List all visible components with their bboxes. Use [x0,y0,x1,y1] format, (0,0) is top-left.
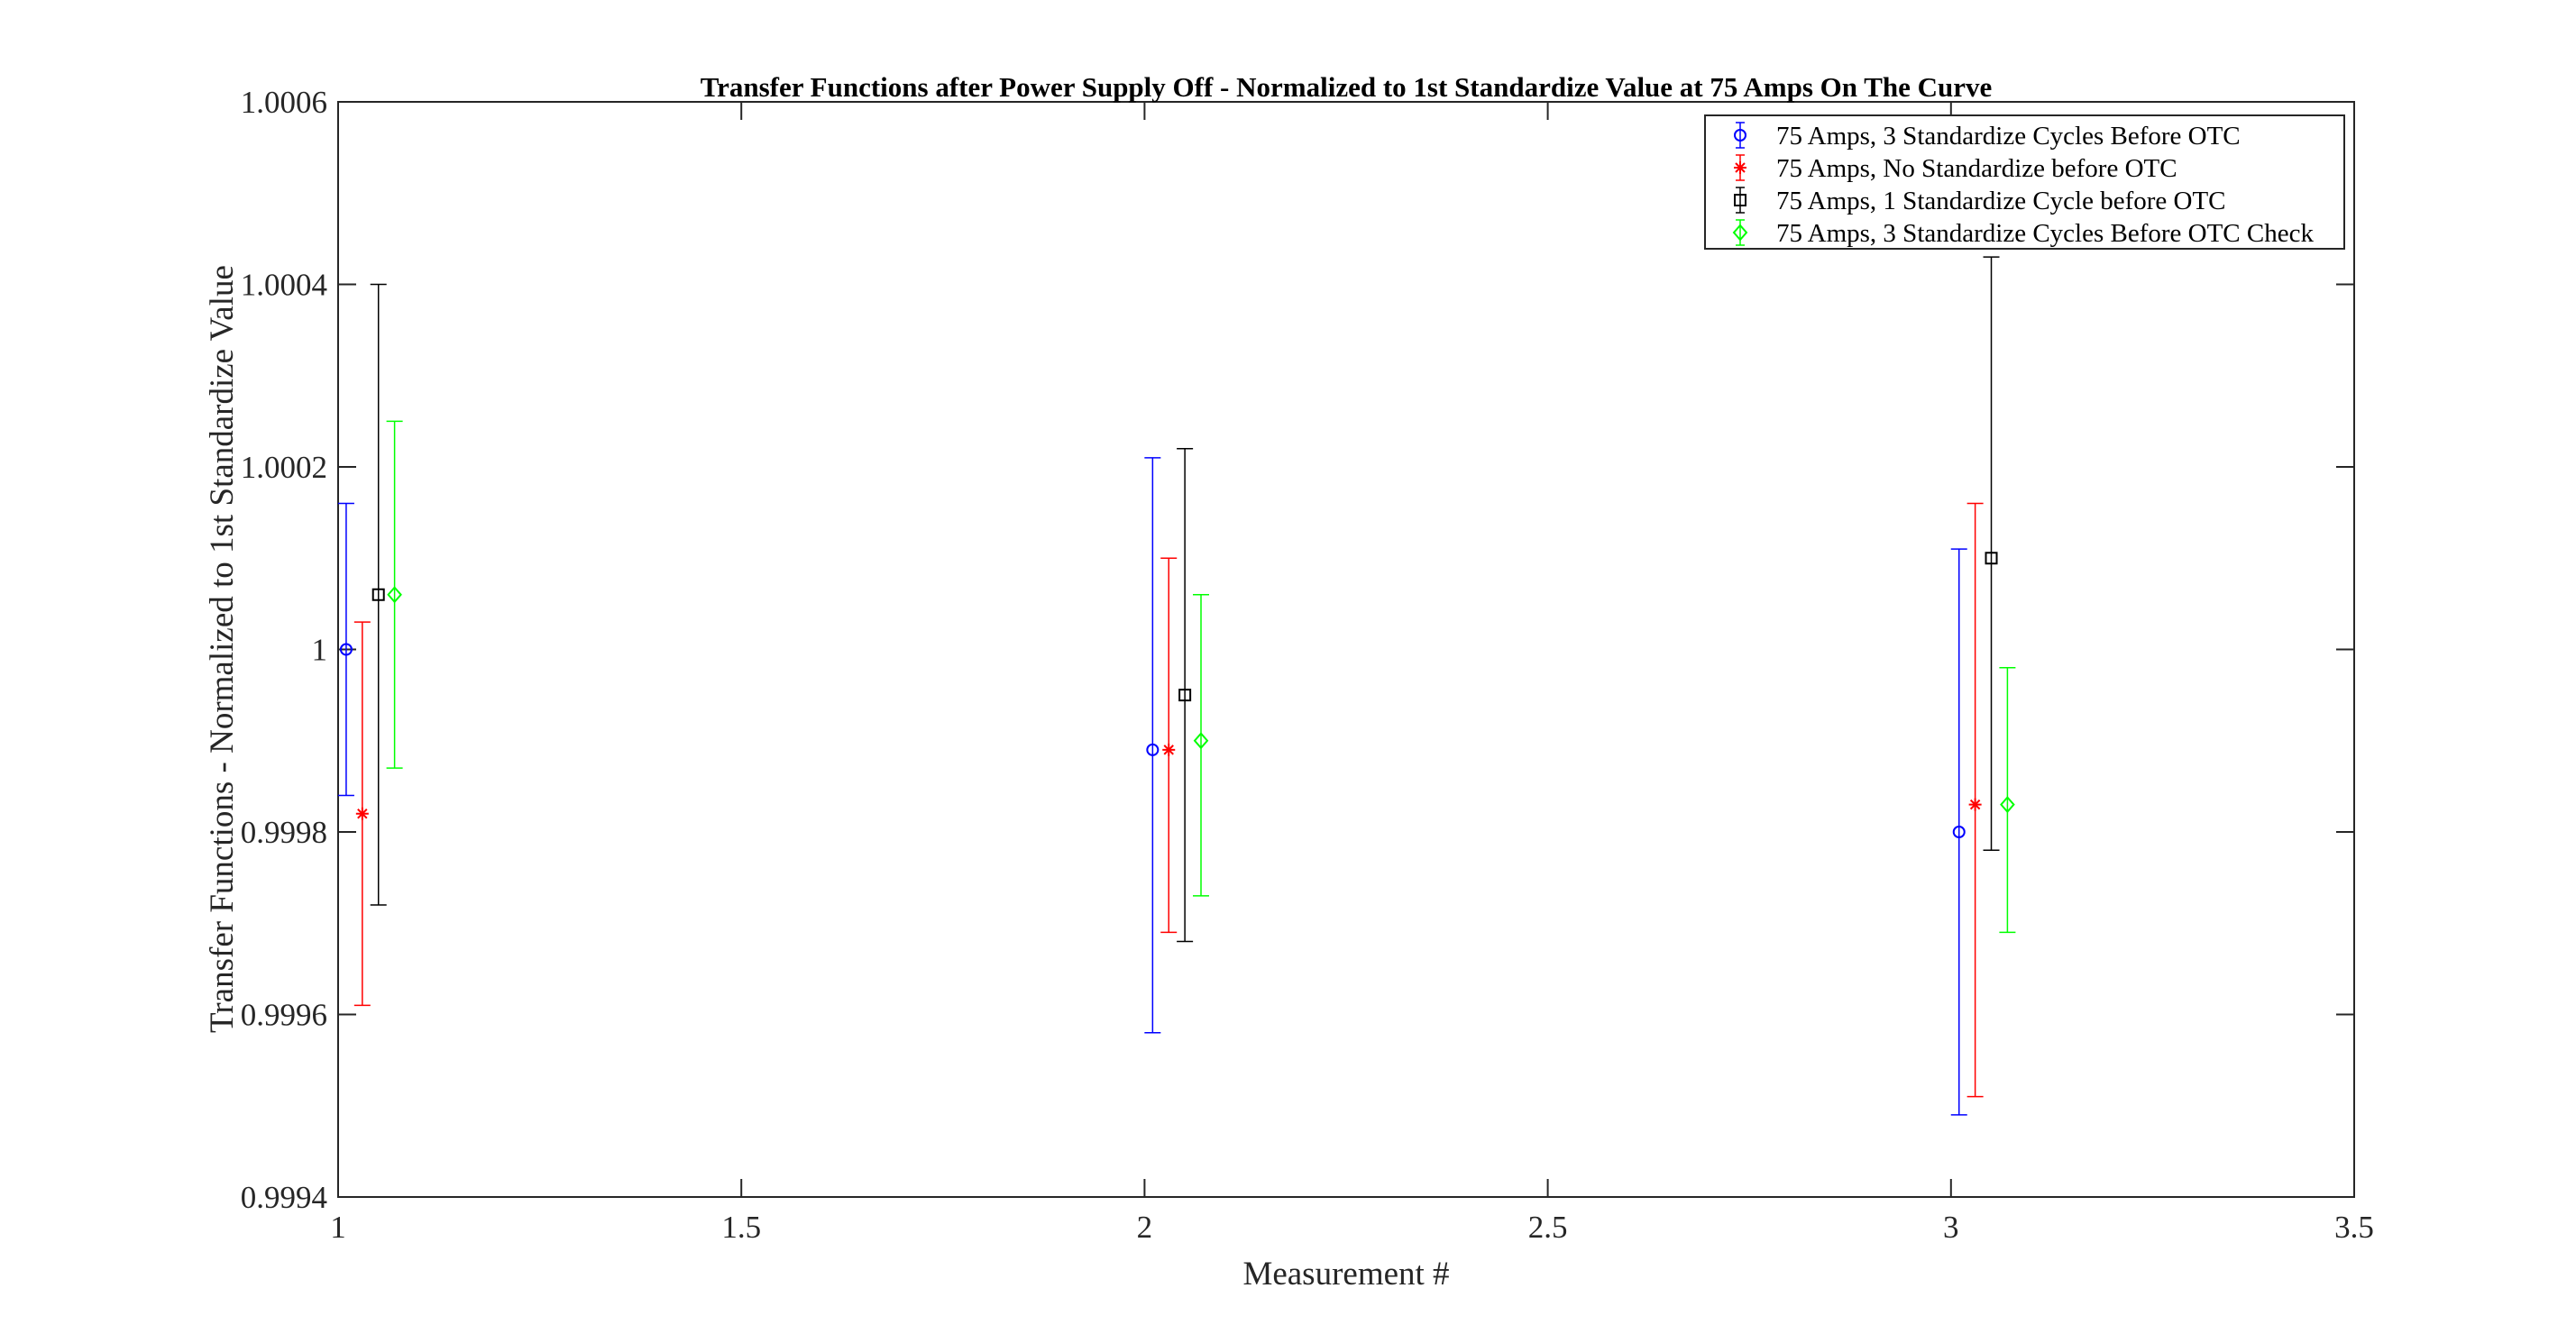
error-bar [337,502,354,797]
x-tick-label: 3 [1943,1210,1959,1245]
data-point [1193,732,1209,750]
y-tick-label: 1.0004 [241,268,327,303]
legend-label: 75 Amps, 3 Standardize Cycles Before OTC… [1776,219,2314,248]
y-axis-title: Transfer Functions - Normalized to 1st S… [204,265,241,1033]
legend-box [1704,114,2345,250]
error-bar [386,420,403,769]
x-tick-label: 1 [330,1210,346,1245]
legend-label: 75 Amps, 1 Standardize Cycle before OTC [1776,187,2226,215]
legend-entry: 75 Amps, No Standardize before OTC [1734,154,2177,183]
data-point [387,586,402,604]
data-point [2000,796,2015,814]
error-bar [370,283,387,906]
x-tick-label: 1.5 [721,1210,761,1245]
y-tick-label: 1 [312,633,328,668]
chart-title: Transfer Functions after Power Supply Of… [701,71,1993,103]
legend-entry: 75 Amps, 3 Standardize Cycles Before OTC [1734,122,2241,151]
error-bar [1950,548,1967,1116]
data-point [355,807,369,820]
legend-label: 75 Amps, No Standardize before OTC [1776,154,2177,183]
legend-marker [1732,224,1748,242]
error-bar [1193,594,1210,897]
series-3 [370,256,2000,943]
data-point [1146,743,1160,756]
x-tick-label: 2 [1137,1210,1153,1245]
error-bar [1177,448,1194,943]
legend-entry: 75 Amps, 3 Standardize Cycles Before OTC… [1732,219,2314,248]
y-tick-label: 0.9996 [241,998,327,1033]
data-point [1952,826,1966,838]
legend-marker [1734,129,1746,142]
data-point [339,643,353,656]
x-axis-title: Measurement # [1242,1256,1449,1293]
legend-marker [1734,161,1746,174]
data-point [1178,689,1192,702]
ticks-layer: 1 1.5 2 2.5 3 3.5 0.9994 0.9996 0.9998 1 1.0002 1.0… [241,85,2374,1245]
data-point [1162,743,1176,756]
series-2 [353,502,1984,1098]
series-1 [337,457,1967,1116]
legend-label: 75 Amps, 3 Standardize Cycles Before OTC [1776,122,2241,151]
data-point [1968,798,1982,811]
legend: 75 Amps, 3 Standardize Cycles Before OTC… [1704,114,2345,250]
series-4 [386,420,2016,934]
y-tick-label: 0.9994 [241,1180,327,1215]
data-point [371,588,385,601]
legend-entries: 75 Amps, 3 Standardize Cycles Before OTC… [1732,122,2314,248]
legend-entry: 75 Amps, 1 Standardize Cycle before OTC [1734,187,2226,215]
series-layer [337,256,2016,1116]
y-tick-label: 1.0006 [241,85,327,120]
data-point [1985,552,1998,565]
y-tick-label: 0.9998 [241,815,327,850]
legend-marker [1734,194,1746,206]
error-bar [1999,667,2016,934]
plot-area [337,101,2355,1198]
x-tick-label: 2.5 [1528,1210,1568,1245]
x-tick-label: 3.5 [2334,1210,2374,1245]
y-tick-label: 1.0002 [241,450,327,485]
